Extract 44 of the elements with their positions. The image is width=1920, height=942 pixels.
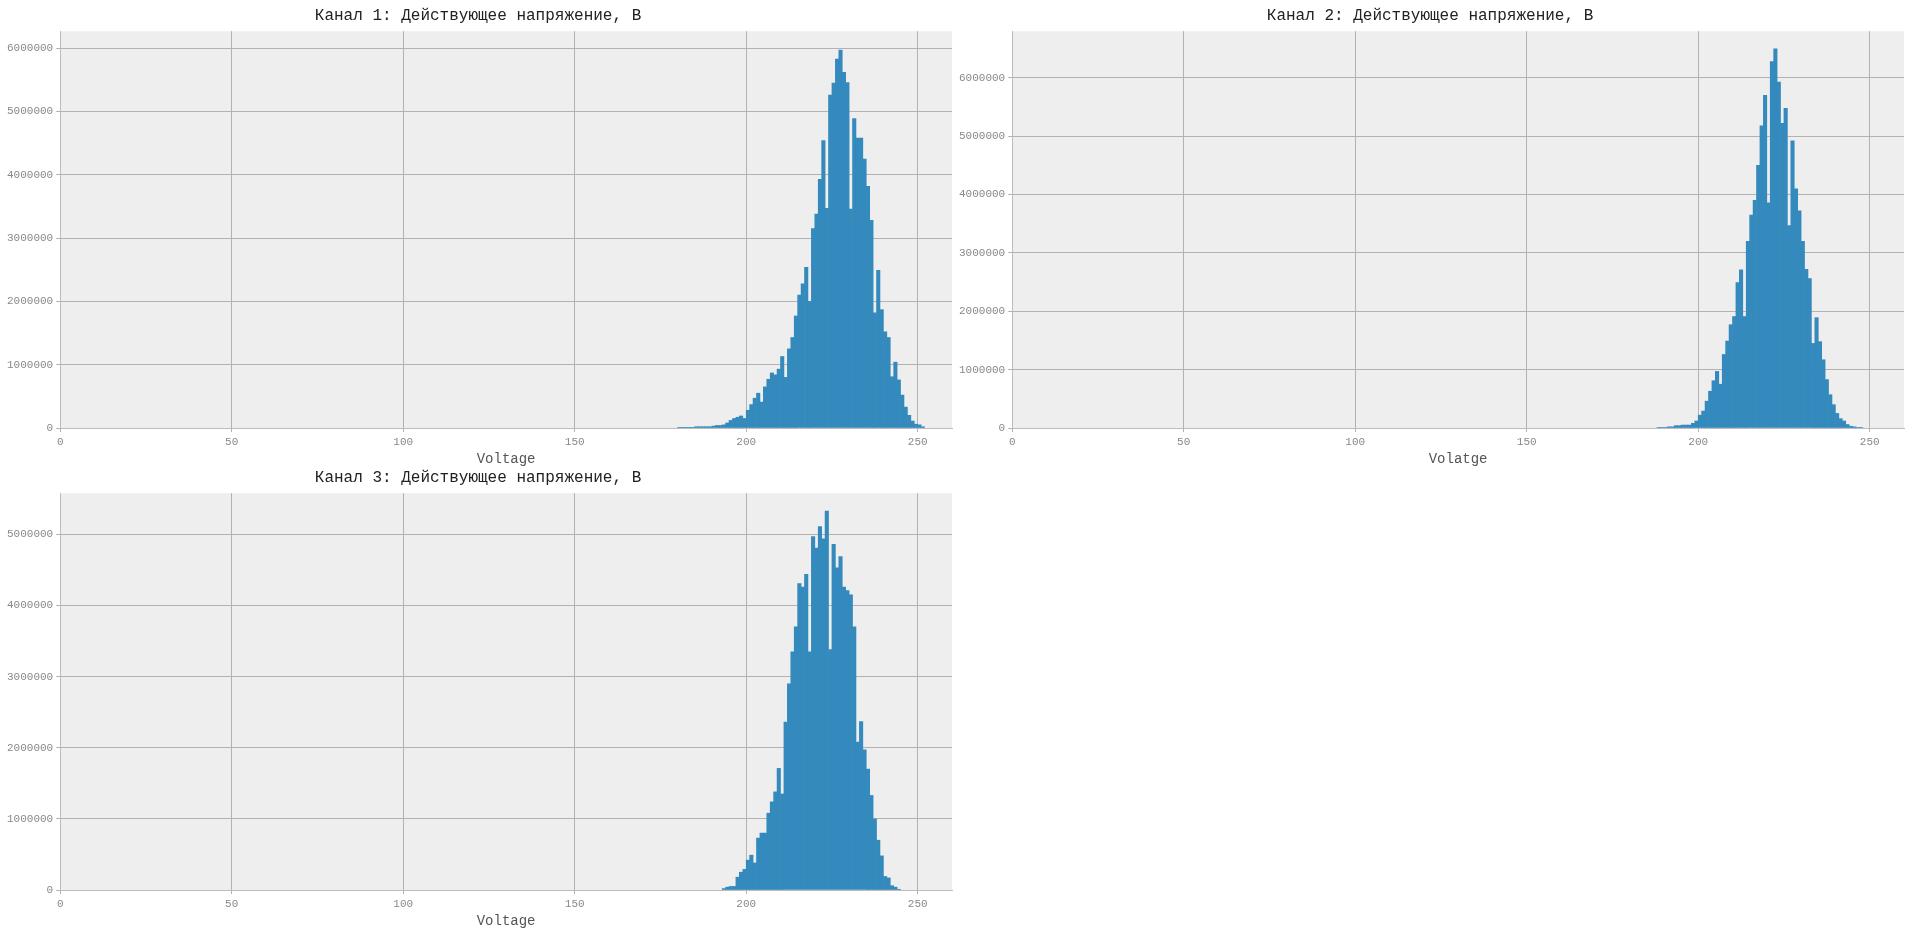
x-axis-title: Volatge xyxy=(1428,451,1488,468)
y-tick-label: 0 xyxy=(998,421,1006,434)
y-tick-label: 4000000 xyxy=(6,599,54,612)
x-tick-label: 0 xyxy=(56,435,64,448)
x-tick-label: 100 xyxy=(393,897,414,910)
y-tick-label: 2000000 xyxy=(6,295,54,308)
x-tick-label: 200 xyxy=(1688,435,1709,448)
y-tick-label: 3000000 xyxy=(958,246,1006,259)
y-tick-label: 5000000 xyxy=(6,528,54,541)
x-tick-label: 250 xyxy=(1859,435,1880,448)
x-tick-label: 150 xyxy=(564,897,585,910)
x-tick-label: 50 xyxy=(225,435,239,448)
y-tick-label: 3000000 xyxy=(6,670,54,683)
chart-title: Канал 3: Действующее напряжение, В xyxy=(314,468,642,487)
y-tick-label: 4000000 xyxy=(6,168,54,181)
y-tick-label: 1000000 xyxy=(6,812,54,825)
x-axis-title: Voltage xyxy=(476,913,536,930)
x-tick-label: 150 xyxy=(1516,435,1537,448)
x-tick-label: 50 xyxy=(225,897,239,910)
y-tick-label: 3000000 xyxy=(6,232,54,245)
y-tick-label: 5000000 xyxy=(6,105,54,118)
y-tick-label: 1000000 xyxy=(6,358,54,371)
y-tick-label: 6000000 xyxy=(958,71,1006,84)
chart-title: Канал 2: Действующее напряжение, В xyxy=(1266,6,1594,25)
y-tick-label: 2000000 xyxy=(958,305,1006,318)
y-tick-label: 1000000 xyxy=(958,363,1006,376)
y-tick-label: 4000000 xyxy=(958,188,1006,201)
x-tick-label: 200 xyxy=(736,435,757,448)
x-tick-label: 0 xyxy=(1008,435,1016,448)
x-tick-label: 250 xyxy=(907,435,928,448)
y-tick-label: 0 xyxy=(46,883,54,896)
x-tick-label: 0 xyxy=(56,897,64,910)
y-tick-label: 0 xyxy=(46,421,54,434)
x-tick-label: 250 xyxy=(907,897,928,910)
x-axis-title: Voltage xyxy=(476,451,536,468)
y-tick-label: 6000000 xyxy=(6,42,54,55)
x-tick-label: 50 xyxy=(1177,435,1191,448)
x-tick-label: 100 xyxy=(1345,435,1366,448)
x-tick-label: 150 xyxy=(564,435,585,448)
x-tick-label: 200 xyxy=(736,897,757,910)
x-tick-label: 100 xyxy=(393,435,414,448)
chart-title: Канал 1: Действующее напряжение, В xyxy=(314,6,642,25)
y-tick-label: 5000000 xyxy=(958,130,1006,143)
y-tick-label: 2000000 xyxy=(6,741,54,754)
